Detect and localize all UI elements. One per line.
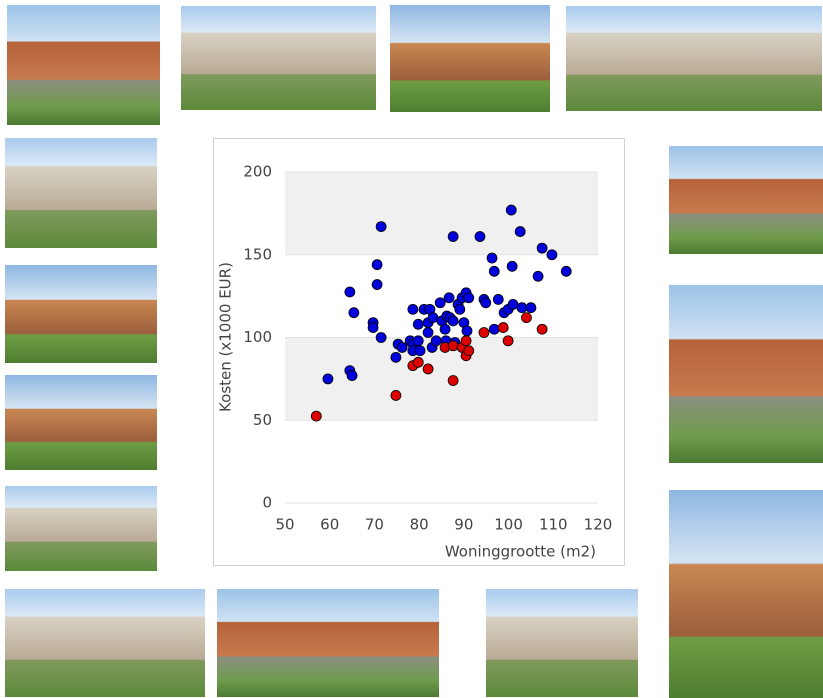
point [414,345,426,357]
point [412,318,424,330]
point [454,303,466,315]
grid-band [285,172,598,255]
photo [486,589,638,697]
point [447,375,459,386]
point [507,298,519,310]
point [407,303,419,315]
point [514,226,526,237]
x-tick-label: 70 [365,516,384,534]
photo [390,5,550,112]
y-tick-label: 0 [262,494,272,512]
x-axis-label: Woninggrootte (m2) [445,543,596,561]
x-tick-label: 60 [320,516,339,534]
photo [669,146,823,254]
y-tick-label: 150 [243,245,272,263]
photo [5,486,157,571]
point [474,231,486,242]
point [375,221,387,233]
photo [5,375,157,470]
photo [5,138,157,248]
point [422,327,434,338]
y-tick-label: 100 [243,328,272,346]
point [492,294,504,305]
point [390,390,402,401]
y-axis-label: Kosten (x1000 EUR) [217,262,235,412]
point [505,204,517,216]
point [430,335,442,347]
point [460,335,472,347]
point [532,270,544,282]
x-tick-label: 110 [539,516,568,534]
point [310,410,322,422]
point [412,356,424,368]
point [443,292,455,304]
point [463,345,475,357]
point [447,231,459,242]
point [344,286,356,298]
point [346,370,358,381]
point [390,351,402,363]
photo [217,589,439,697]
point [536,323,548,335]
x-tick-label: 90 [454,516,473,534]
point [463,292,475,304]
point [488,265,500,277]
photo [669,285,823,463]
photo [7,5,160,125]
x-tick-label: 120 [584,516,613,534]
point [348,307,360,319]
photo [181,6,376,110]
y-tick-label: 200 [243,163,272,181]
photo [669,490,823,698]
point [536,242,548,254]
photo [5,265,157,363]
point [447,340,459,352]
point [422,363,434,375]
point [439,323,451,335]
point [480,297,492,309]
point [521,312,532,324]
point [546,249,558,261]
point [375,332,387,343]
x-tick-label: 100 [494,516,523,534]
point [506,260,518,272]
x-tick-label: 80 [410,516,429,534]
point [488,323,500,335]
point [560,265,572,277]
point [434,297,446,309]
photo [566,6,822,111]
y-tick-label: 50 [253,411,272,429]
point [525,302,537,314]
point [447,315,459,327]
point [427,312,439,324]
point [497,322,509,333]
point [478,327,490,338]
point [412,335,424,347]
x-tick-label: 50 [275,516,294,534]
point [371,279,383,290]
point [486,252,498,264]
point [502,335,514,347]
photo [5,589,205,697]
point [396,342,408,353]
point [461,325,473,337]
point [367,322,379,333]
point [516,302,528,314]
point [371,259,383,271]
point [322,373,334,385]
